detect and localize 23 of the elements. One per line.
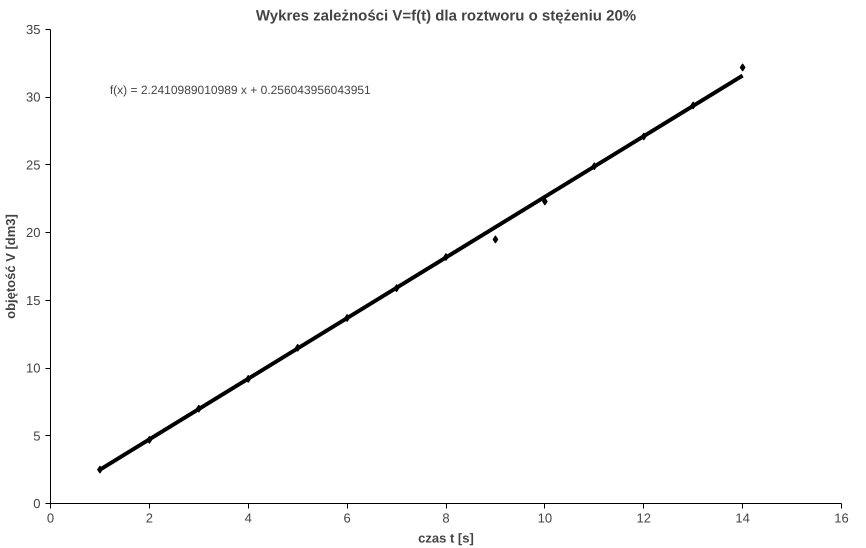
- x-tick-label: 10: [538, 510, 552, 526]
- x-tick-label: 14: [735, 510, 750, 526]
- x-axis-title: czas t [s]: [418, 530, 474, 546]
- y-tick-label: 25: [26, 157, 41, 172]
- annotation: f(x) = 2.2410989010989 x + 0.256043956043951: [110, 83, 372, 98]
- y-tick-label: 10: [26, 360, 41, 376]
- y-tick-label: 0: [33, 496, 41, 511]
- x-tick-label: 6: [344, 510, 351, 526]
- x-tick-label: 12: [636, 510, 651, 526]
- x-tick-label: 16: [834, 510, 849, 526]
- chart-title: Wykres zależności V=f(t) dla roztworu o stężeniu 20%: [256, 8, 636, 24]
- y-tick-label: 30: [26, 90, 41, 105]
- y-axis-title: objętość V [dm3]: [3, 214, 18, 319]
- y-tick-label: 20: [26, 225, 41, 240]
- x-tick-label: 0: [46, 510, 54, 526]
- y-tick-label: 5: [33, 428, 41, 444]
- x-tick-label: 4: [244, 510, 252, 526]
- point: [492, 235, 498, 244]
- x-tick-label: 8: [442, 510, 450, 526]
- point: [740, 63, 746, 72]
- x-tick-label: 2: [146, 510, 153, 526]
- y-tick-label: 15: [26, 292, 41, 308]
- y-tick-label: 35: [26, 22, 41, 37]
